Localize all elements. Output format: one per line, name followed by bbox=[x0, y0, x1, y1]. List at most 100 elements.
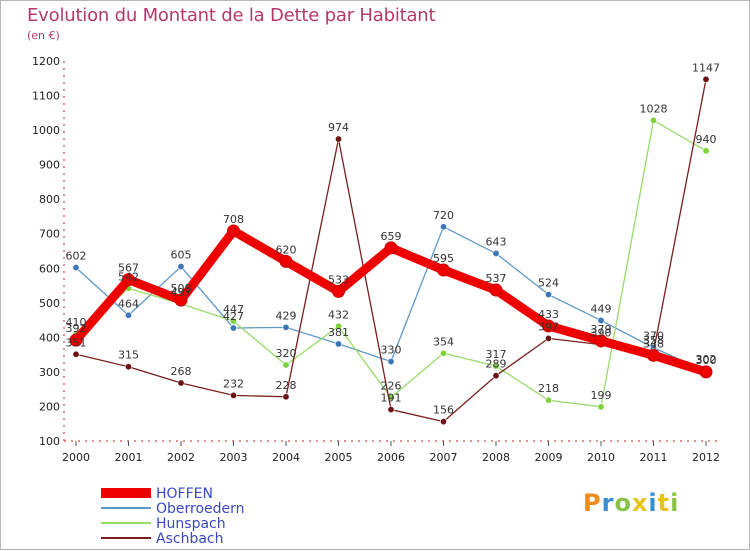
data-label: 429 bbox=[276, 309, 297, 322]
data-label: 354 bbox=[433, 335, 454, 348]
data-label: 232 bbox=[223, 377, 244, 390]
data-point bbox=[334, 322, 342, 330]
data-label: 708 bbox=[223, 213, 244, 226]
data-point bbox=[597, 316, 605, 324]
data-label: 315 bbox=[118, 349, 139, 362]
data-point bbox=[542, 319, 555, 333]
data-point bbox=[282, 361, 290, 369]
legend-label: Oberroedern bbox=[156, 501, 245, 517]
data-label: 156 bbox=[433, 404, 454, 417]
legend-label: Aschbach bbox=[156, 531, 223, 547]
y-tick-label: 1200 bbox=[32, 55, 60, 68]
x-tick-label: 2011 bbox=[640, 451, 668, 464]
y-tick-label: 800 bbox=[39, 193, 60, 206]
data-point bbox=[439, 223, 447, 231]
data-label: 392 bbox=[66, 322, 87, 335]
data-point bbox=[230, 324, 238, 332]
data-point bbox=[544, 396, 552, 404]
data-point bbox=[332, 284, 345, 298]
y-tick-label: 500 bbox=[39, 297, 60, 310]
data-label: 643 bbox=[486, 235, 507, 248]
y-tick-label: 200 bbox=[39, 400, 60, 413]
logo-letter: o bbox=[614, 489, 632, 517]
data-point bbox=[594, 334, 608, 348]
data-point bbox=[439, 418, 447, 426]
data-label: 226 bbox=[381, 379, 402, 392]
x-tick-label: 2000 bbox=[62, 451, 90, 464]
logo-letter: i bbox=[648, 489, 658, 517]
data-point bbox=[649, 116, 657, 124]
series-lines bbox=[69, 75, 713, 426]
x-tick-label: 2006 bbox=[377, 451, 405, 464]
x-tick-label: 2001 bbox=[115, 451, 143, 464]
data-label: 302 bbox=[696, 353, 717, 366]
data-point bbox=[282, 323, 290, 331]
x-tick-label: 2008 bbox=[482, 451, 510, 464]
data-point bbox=[597, 403, 605, 411]
y-tick-label: 700 bbox=[39, 228, 60, 241]
data-label: 508 bbox=[171, 282, 192, 295]
data-point bbox=[279, 254, 293, 268]
legend-swatch bbox=[101, 522, 151, 524]
y-tick-label: 1100 bbox=[32, 90, 60, 103]
data-label: 432 bbox=[328, 308, 349, 321]
data-point bbox=[699, 365, 713, 379]
data-label: 464 bbox=[118, 297, 139, 310]
data-point bbox=[544, 291, 552, 299]
data-point bbox=[227, 224, 240, 238]
data-label: 351 bbox=[66, 336, 87, 349]
y-tick-label: 400 bbox=[39, 331, 60, 344]
data-point bbox=[492, 362, 500, 370]
data-label: 397 bbox=[538, 320, 559, 333]
x-tick-label: 2003 bbox=[220, 451, 248, 464]
data-point bbox=[489, 283, 503, 297]
legend-label: HOFFEN bbox=[156, 486, 213, 502]
data-point bbox=[177, 263, 185, 271]
data-label: 602 bbox=[66, 250, 87, 263]
data-point bbox=[437, 263, 450, 277]
data-point bbox=[125, 363, 133, 371]
legend-swatch bbox=[101, 488, 151, 498]
data-point bbox=[125, 311, 133, 319]
data-label: 497 bbox=[171, 286, 192, 299]
data-label: 358 bbox=[643, 334, 664, 347]
data-label: 381 bbox=[328, 326, 349, 339]
data-label: 449 bbox=[591, 302, 612, 315]
x-tick-label: 2009 bbox=[535, 451, 563, 464]
data-label: 974 bbox=[328, 121, 349, 134]
data-point bbox=[647, 348, 660, 362]
x-tick-label: 2012 bbox=[692, 451, 720, 464]
data-point bbox=[69, 333, 83, 347]
x-tick-label: 2005 bbox=[325, 451, 353, 464]
data-point bbox=[492, 249, 500, 257]
y-tick-label: 100 bbox=[39, 435, 60, 448]
data-label: 542 bbox=[118, 270, 139, 283]
data-point bbox=[492, 372, 500, 380]
logo-letter: r bbox=[601, 489, 615, 517]
data-label: 330 bbox=[381, 344, 402, 357]
data-label: 191 bbox=[381, 392, 402, 405]
data-label: 317 bbox=[486, 348, 507, 361]
x-tick-label: 2002 bbox=[167, 451, 195, 464]
data-point bbox=[544, 334, 552, 342]
data-label: 595 bbox=[433, 252, 454, 265]
data-label: 370 bbox=[643, 330, 664, 343]
proxiti-logo: Proxiti bbox=[583, 489, 679, 517]
data-label: 348 bbox=[643, 337, 664, 350]
data-label: 447 bbox=[223, 303, 244, 316]
data-point bbox=[387, 406, 395, 414]
data-point bbox=[72, 264, 80, 272]
data-label: 320 bbox=[276, 347, 297, 360]
data-label: 379 bbox=[591, 323, 612, 336]
data-label: 268 bbox=[171, 365, 192, 378]
y-tick-label: 300 bbox=[39, 366, 60, 379]
data-label: 427 bbox=[223, 310, 244, 323]
y-tick-label: 900 bbox=[39, 159, 60, 172]
data-label: 289 bbox=[486, 358, 507, 371]
x-tick-label: 2004 bbox=[272, 451, 300, 464]
data-point bbox=[702, 75, 710, 83]
data-label: 228 bbox=[276, 379, 297, 392]
data-label: 1147 bbox=[692, 61, 720, 74]
axes: 100 200 300 400 500 600 700 800 900 1000 1100 1200 2… bbox=[32, 55, 721, 464]
